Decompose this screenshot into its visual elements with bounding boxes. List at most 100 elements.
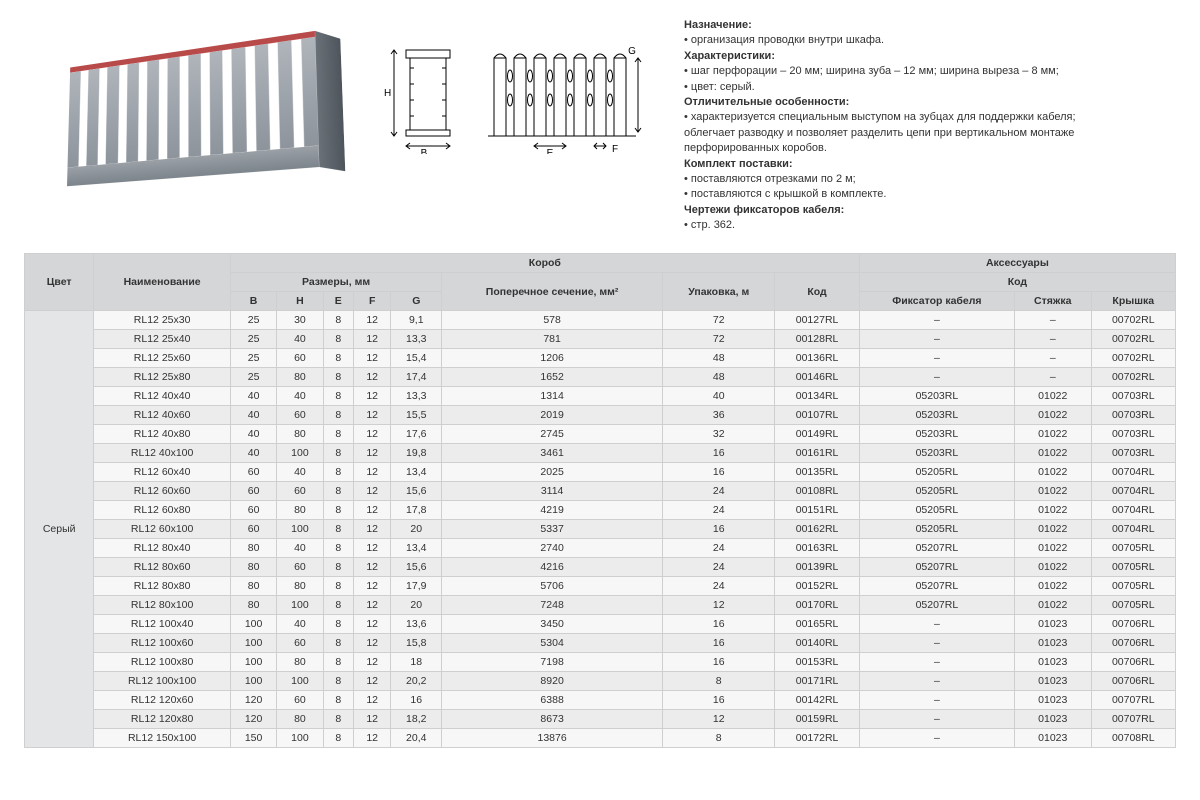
table-row: RL12 100x80100808121871981600153RL–01023… — [25, 653, 1176, 672]
cell-acc-tie: 01022 — [1015, 520, 1091, 539]
cell-name: RL12 100x100 — [94, 672, 231, 691]
cell-h: 40 — [277, 615, 323, 634]
cell-h: 60 — [277, 691, 323, 710]
dim-label-g: G — [628, 46, 636, 57]
cell-pack: 16 — [663, 520, 775, 539]
cell-cross: 7248 — [442, 596, 663, 615]
cell-name: RL12 100x40 — [94, 615, 231, 634]
cell-code: 00128RL — [775, 330, 859, 349]
cell-acc-cov: 00705RL — [1091, 596, 1176, 615]
th-dim-e: E — [323, 292, 353, 311]
cell-pack: 24 — [663, 482, 775, 501]
cell-name: RL12 25x60 — [94, 349, 231, 368]
cell-b: 100 — [230, 653, 276, 672]
cell-h: 60 — [277, 634, 323, 653]
cell-acc-tie: 01023 — [1015, 691, 1091, 710]
cell-acc-cov: 00704RL — [1091, 463, 1176, 482]
table-row: RL12 25x80258081217,416524800146RL––0070… — [25, 368, 1176, 387]
cell-e: 8 — [323, 520, 353, 539]
cell-acc-tie: – — [1015, 349, 1091, 368]
cell-e: 8 — [323, 425, 353, 444]
cell-code: 00171RL — [775, 672, 859, 691]
cell-acc-fix: – — [859, 729, 1014, 748]
cell-name: RL12 100x80 — [94, 653, 231, 672]
cell-pack: 16 — [663, 615, 775, 634]
cell-acc-fix: 05203RL — [859, 406, 1014, 425]
cell-e: 8 — [323, 539, 353, 558]
cell-b: 40 — [230, 444, 276, 463]
cell-e: 8 — [323, 311, 353, 330]
cell-h: 40 — [277, 539, 323, 558]
cell-f: 12 — [353, 710, 390, 729]
cell-acc-fix: 05207RL — [859, 558, 1014, 577]
cell-h: 80 — [277, 368, 323, 387]
cell-acc-fix: 05207RL — [859, 577, 1014, 596]
cell-cross: 8920 — [442, 672, 663, 691]
cell-acc-tie: 01022 — [1015, 425, 1091, 444]
cell-b: 60 — [230, 520, 276, 539]
table-row: RL12 60x60606081215,631142400108RL05205R… — [25, 482, 1176, 501]
cell-pack: 8 — [663, 729, 775, 748]
cell-name: RL12 60x60 — [94, 482, 231, 501]
cell-acc-cov: 00702RL — [1091, 330, 1176, 349]
cell-b: 150 — [230, 729, 276, 748]
cell-code: 00140RL — [775, 634, 859, 653]
cell-b: 120 — [230, 691, 276, 710]
cell-acc-tie: 01022 — [1015, 558, 1091, 577]
cell-e: 8 — [323, 330, 353, 349]
th-cross: Поперечное сечение, мм² — [442, 273, 663, 311]
dim-label-e: E — [547, 148, 554, 154]
cell-pack: 40 — [663, 387, 775, 406]
cell-b: 25 — [230, 349, 276, 368]
th-dim-f: F — [353, 292, 390, 311]
table-row: RL12 25x40254081213,37817200128RL––00702… — [25, 330, 1176, 349]
cell-code: 00152RL — [775, 577, 859, 596]
cell-f: 12 — [353, 653, 390, 672]
cell-acc-tie: 01022 — [1015, 463, 1091, 482]
cell-pack: 24 — [663, 577, 775, 596]
table-row: RL12 100x10010010081220,28920800171RL–01… — [25, 672, 1176, 691]
cell-e: 8 — [323, 596, 353, 615]
cell-name: RL12 80x40 — [94, 539, 231, 558]
cell-f: 12 — [353, 729, 390, 748]
cell-f: 12 — [353, 425, 390, 444]
cell-acc-fix: 05205RL — [859, 520, 1014, 539]
cell-cross: 2745 — [442, 425, 663, 444]
cell-g: 16 — [391, 691, 442, 710]
cell-acc-fix: – — [859, 615, 1014, 634]
cell-acc-fix: 05205RL — [859, 501, 1014, 520]
cell-acc-cov: 00703RL — [1091, 444, 1176, 463]
cell-f: 12 — [353, 691, 390, 710]
cell-name: RL12 60x80 — [94, 501, 231, 520]
cell-h: 40 — [277, 463, 323, 482]
cell-acc-tie: 01022 — [1015, 406, 1091, 425]
cell-h: 100 — [277, 672, 323, 691]
cell-name: RL12 120x60 — [94, 691, 231, 710]
cell-g: 13,4 — [391, 539, 442, 558]
cell-e: 8 — [323, 729, 353, 748]
th-dim-g: G — [391, 292, 442, 311]
cell-name: RL12 80x80 — [94, 577, 231, 596]
cell-h: 60 — [277, 558, 323, 577]
cell-e: 8 — [323, 501, 353, 520]
cell-e: 8 — [323, 406, 353, 425]
cell-acc-cov: 00703RL — [1091, 387, 1176, 406]
cell-b: 60 — [230, 463, 276, 482]
spec-feat-line: характеризуется специальным выступом на … — [684, 110, 1114, 156]
cell-code: 00146RL — [775, 368, 859, 387]
cell-g: 9,1 — [391, 311, 442, 330]
cell-name: RL12 60x100 — [94, 520, 231, 539]
cell-f: 12 — [353, 311, 390, 330]
cell-f: 12 — [353, 615, 390, 634]
cell-cross: 2740 — [442, 539, 663, 558]
cell-h: 60 — [277, 482, 323, 501]
cell-acc-tie: 01022 — [1015, 539, 1091, 558]
cell-pack: 16 — [663, 691, 775, 710]
table-row: RL12 100x401004081213,634501600165RL–010… — [25, 615, 1176, 634]
cell-h: 80 — [277, 425, 323, 444]
cell-h: 80 — [277, 501, 323, 520]
cell-g: 13,3 — [391, 330, 442, 349]
cell-h: 80 — [277, 710, 323, 729]
spec-draw-line: стр. 362. — [684, 218, 1114, 233]
cell-color: Серый — [25, 311, 94, 748]
